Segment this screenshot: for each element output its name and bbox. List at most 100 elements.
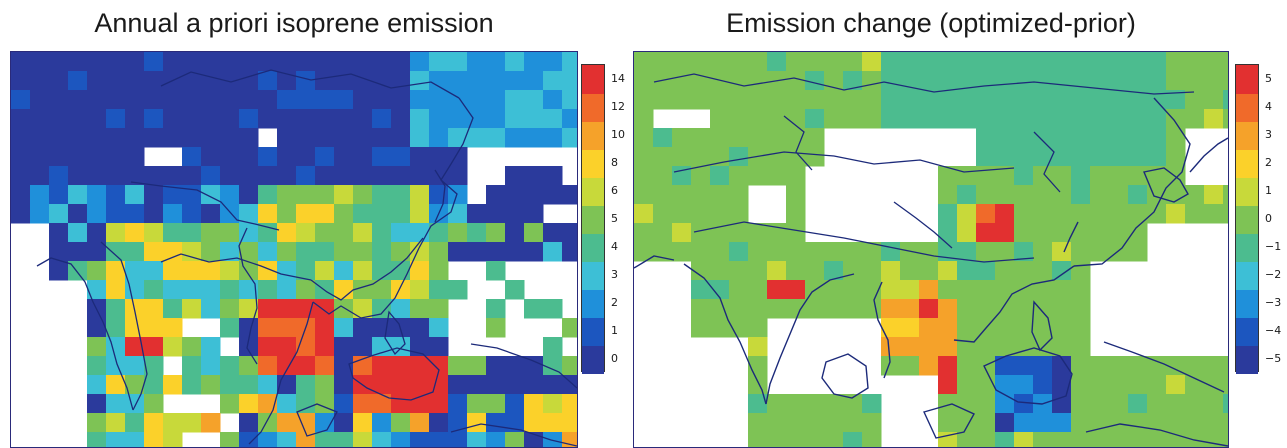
grid-cell (672, 52, 692, 72)
grid-cell (163, 432, 183, 447)
colorbar-segment (582, 149, 604, 178)
grid-cell (277, 242, 297, 262)
grid-cell (258, 375, 278, 395)
grid-cell (748, 375, 768, 395)
grid-cell (486, 394, 506, 414)
grid-cell (296, 90, 316, 110)
grid-cell (1147, 147, 1167, 167)
grid-cell (49, 128, 69, 148)
grid-cell (1204, 413, 1224, 433)
grid-cell (106, 128, 126, 148)
grid-cell (467, 90, 487, 110)
grid-cell (767, 147, 787, 167)
grid-cell (239, 299, 259, 319)
grid-cell (710, 299, 730, 319)
grid-cell (1014, 280, 1034, 300)
grid-cell (1128, 394, 1148, 414)
grid-cell (1071, 413, 1091, 433)
grid-cell (315, 432, 335, 447)
grid-cell (1052, 337, 1072, 357)
grid-cell (543, 185, 563, 205)
grid-cell (467, 128, 487, 148)
colorbar-tick-label: 0 (611, 352, 618, 365)
grid-cell (30, 71, 50, 91)
grid-cell (524, 128, 544, 148)
grid-cell (524, 185, 544, 205)
grid-cell (220, 394, 240, 414)
grid-cell (710, 204, 730, 224)
grid-cell (125, 394, 145, 414)
grid-cell (691, 204, 711, 224)
grid-cell (976, 299, 996, 319)
grid-cell (1128, 413, 1148, 433)
grid-cell (524, 375, 544, 395)
grid-cell (182, 90, 202, 110)
grid-cell (163, 52, 183, 72)
grid-cell (805, 147, 825, 167)
grid-cell (277, 185, 297, 205)
colorbar-tick-label: 4 (1265, 100, 1272, 113)
grid-cell (277, 337, 297, 357)
grid-cell (976, 261, 996, 281)
grid-cell (1204, 52, 1224, 72)
grid-cell (957, 280, 977, 300)
grid-cell (1033, 109, 1053, 129)
grid-cell (634, 185, 654, 205)
grid-cell (220, 90, 240, 110)
grid-cell (220, 242, 240, 262)
grid-cell (1071, 166, 1091, 186)
grid-cell (748, 166, 768, 186)
grid-cell (976, 394, 996, 414)
grid-cell (144, 90, 164, 110)
grid-cell (976, 432, 996, 447)
grid-cell (448, 432, 468, 447)
grid-cell (410, 242, 430, 262)
grid-cell (1071, 223, 1091, 243)
grid-cell (1109, 109, 1129, 129)
grid-cell (49, 166, 69, 186)
grid-cell (144, 299, 164, 319)
grid-cell (68, 147, 88, 167)
grid-cell (372, 71, 392, 91)
grid-cell (467, 109, 487, 129)
grid-cell (1014, 166, 1034, 186)
grid-cell (448, 166, 468, 186)
grid-cell (672, 90, 692, 110)
grid-cell (49, 261, 69, 281)
grid-cell (1014, 109, 1034, 129)
grid-cell (353, 109, 373, 129)
grid-cell (976, 71, 996, 91)
grid-cell (334, 147, 354, 167)
grid-cell (710, 318, 730, 338)
grid-cell (938, 109, 958, 129)
grid-cell (919, 242, 939, 262)
grid-cell (87, 280, 107, 300)
grid-cell (372, 280, 392, 300)
grid-cell (144, 242, 164, 262)
grid-cell (448, 71, 468, 91)
grid-cell (543, 128, 563, 148)
grid-cell (220, 109, 240, 129)
grid-cell (1071, 204, 1091, 224)
grid-cell (1014, 242, 1034, 262)
grid-cell (334, 185, 354, 205)
grid-cell (938, 432, 958, 447)
grid-cell (748, 52, 768, 72)
prior-emission-map (10, 51, 578, 448)
grid-cell (277, 280, 297, 300)
grid-cell (448, 280, 468, 300)
grid-cell (1033, 413, 1053, 433)
grid-cell (1052, 147, 1072, 167)
grid-cell (767, 109, 787, 129)
prior-emission-colorbar (581, 64, 605, 374)
grid-cell (748, 128, 768, 148)
grid-cell (258, 204, 278, 224)
grid-cell (710, 261, 730, 281)
grid-cell (277, 299, 297, 319)
grid-cell (1071, 147, 1091, 167)
grid-cell (277, 204, 297, 224)
grid-cell (900, 356, 920, 376)
grid-cell (1014, 147, 1034, 167)
grid-cell (258, 413, 278, 433)
grid-cell (691, 299, 711, 319)
